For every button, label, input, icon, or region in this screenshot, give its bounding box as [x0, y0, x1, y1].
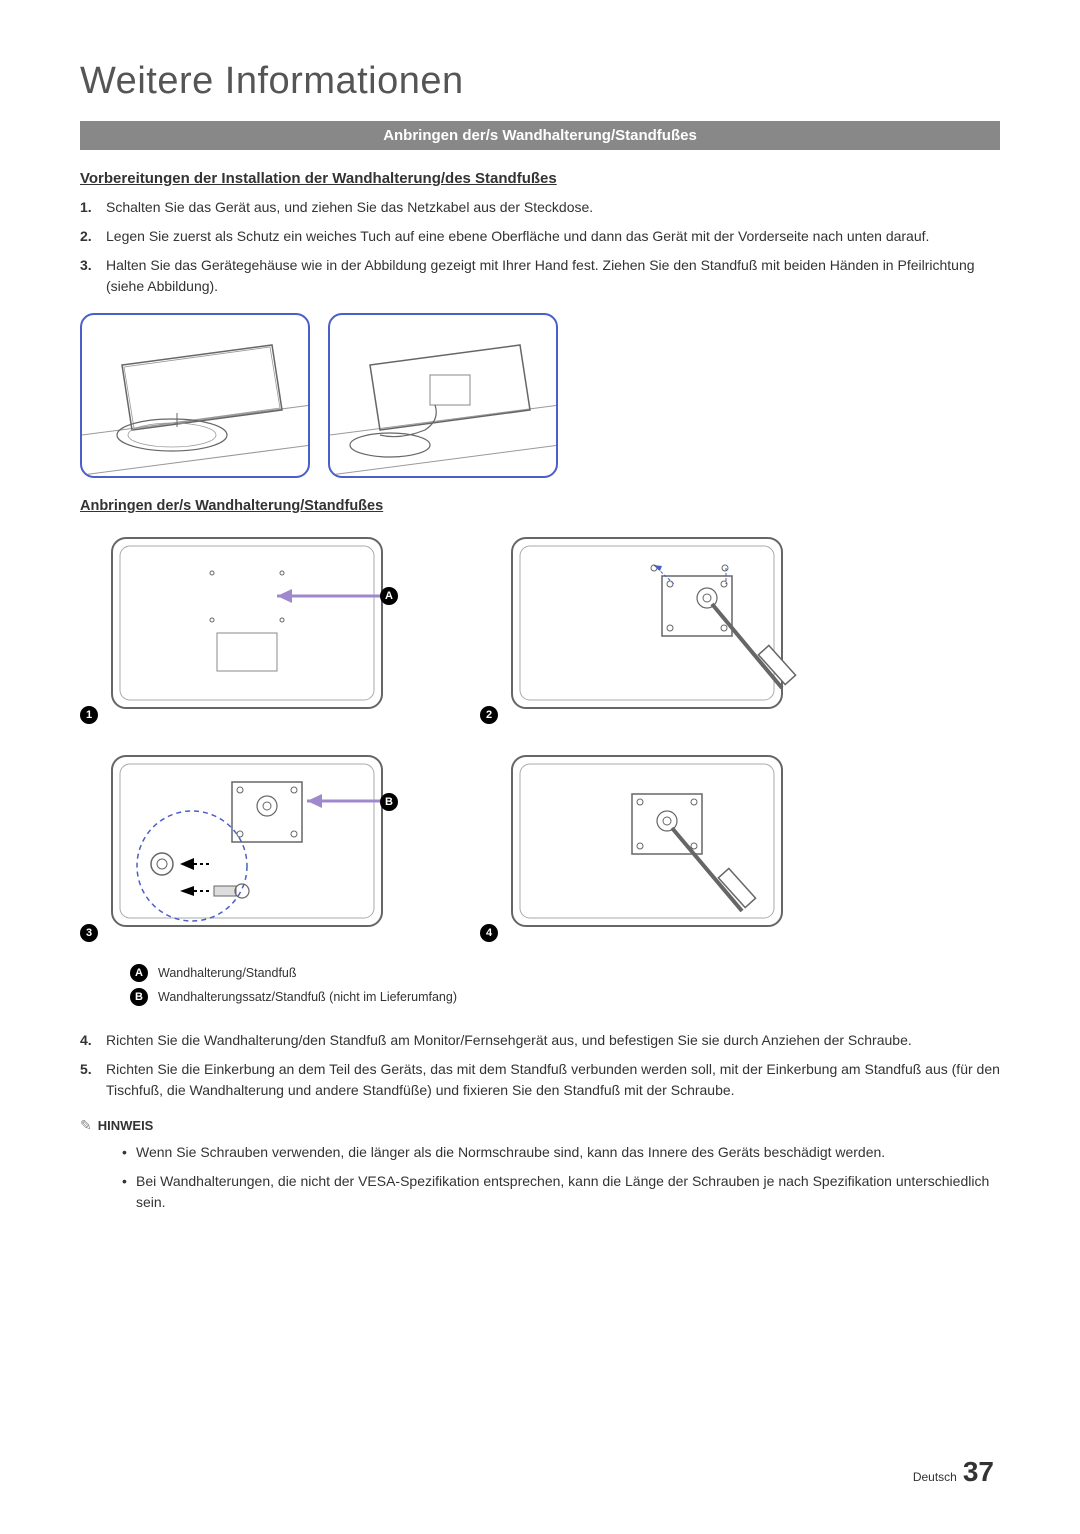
- note-label: HINWEIS: [98, 1118, 154, 1133]
- label-b-icon: B: [380, 793, 398, 811]
- figure-step-3: 3: [80, 746, 470, 950]
- legend-row-b: B Wandhalterungssatz/Standfuß (nicht im …: [130, 988, 1000, 1006]
- step-text: Richten Sie die Wandhalterung/den Standf…: [106, 1030, 912, 1051]
- step-circle-2: 2: [480, 706, 498, 724]
- bullet-icon: •: [122, 1171, 136, 1213]
- figure-legend: A Wandhalterung/Standfuß B Wandhalterung…: [130, 964, 1000, 1006]
- attach-steps: 4.Richten Sie die Wandhalterung/den Stan…: [80, 1030, 1000, 1101]
- list-item: 1.Schalten Sie das Gerät aus, und ziehen…: [80, 197, 1000, 218]
- page-footer: Deutsch 37: [913, 1456, 994, 1488]
- section-banner: Anbringen der/s Wandhalterung/Standfußes: [80, 121, 1000, 150]
- note-text: Wenn Sie Schrauben verwenden, die länger…: [136, 1142, 885, 1163]
- legend-a-icon: A: [130, 964, 148, 982]
- step-number: 1.: [80, 197, 106, 218]
- step-number: 3.: [80, 255, 106, 297]
- note-list: •Wenn Sie Schrauben verwenden, die länge…: [80, 1142, 1000, 1213]
- list-item: •Bei Wandhalterungen, die nicht der VESA…: [122, 1171, 1000, 1213]
- step-circle-1: 1: [80, 706, 98, 724]
- step-text: Legen Sie zuerst als Schutz ein weiches …: [106, 226, 929, 247]
- step-number: 2.: [80, 226, 106, 247]
- step-text: Halten Sie das Gerätegehäuse wie in der …: [106, 255, 1000, 297]
- list-item: 3.Halten Sie das Gerätegehäuse wie in de…: [80, 255, 1000, 297]
- figure-detach-1: [80, 313, 310, 478]
- footer-language: Deutsch: [913, 1470, 957, 1484]
- page-title: Weitere Informationen: [80, 60, 1000, 103]
- list-item: 4.Richten Sie die Wandhalterung/den Stan…: [80, 1030, 1000, 1051]
- step-text: Richten Sie die Einkerbung an dem Teil d…: [106, 1059, 1000, 1101]
- attach-heading: Anbringen der/s Wandhalterung/Standfußes: [80, 498, 1000, 514]
- step-circle-4: 4: [480, 924, 498, 942]
- legend-a-text: Wandhalterung/Standfuß: [158, 966, 297, 980]
- note-icon: ✎: [80, 1117, 92, 1134]
- bullet-icon: •: [122, 1142, 136, 1163]
- figure-row-top: [80, 313, 1000, 478]
- page-number: 37: [963, 1456, 994, 1488]
- note-text: Bei Wandhalterungen, die nicht der VESA-…: [136, 1171, 1000, 1213]
- list-item: 5.Richten Sie die Einkerbung an dem Teil…: [80, 1059, 1000, 1101]
- step-text: Schalten Sie das Gerät aus, und ziehen S…: [106, 197, 593, 218]
- legend-b-icon: B: [130, 988, 148, 1006]
- prep-steps: 1.Schalten Sie das Gerät aus, und ziehen…: [80, 197, 1000, 297]
- step-number: 5.: [80, 1059, 106, 1101]
- list-item: 2.Legen Sie zuerst als Schutz ein weiche…: [80, 226, 1000, 247]
- note-heading: ✎ HINWEIS: [80, 1117, 1000, 1134]
- figure-step-4: 4: [480, 746, 870, 950]
- label-a-icon: A: [380, 587, 398, 605]
- figure-step-1: 1 A: [80, 528, 470, 732]
- figure-detach-2: [328, 313, 558, 478]
- list-item: •Wenn Sie Schrauben verwenden, die länge…: [122, 1142, 1000, 1163]
- figure-step-2: 2: [480, 528, 870, 732]
- legend-row-a: A Wandhalterung/Standfuß: [130, 964, 1000, 982]
- legend-b-text: Wandhalterungssatz/Standfuß (nicht im Li…: [158, 990, 457, 1004]
- prep-heading: Vorbereitungen der Installation der Wand…: [80, 170, 1000, 187]
- step-number: 4.: [80, 1030, 106, 1051]
- figure-grid: 1 A 2: [80, 528, 1000, 950]
- step-circle-3: 3: [80, 924, 98, 942]
